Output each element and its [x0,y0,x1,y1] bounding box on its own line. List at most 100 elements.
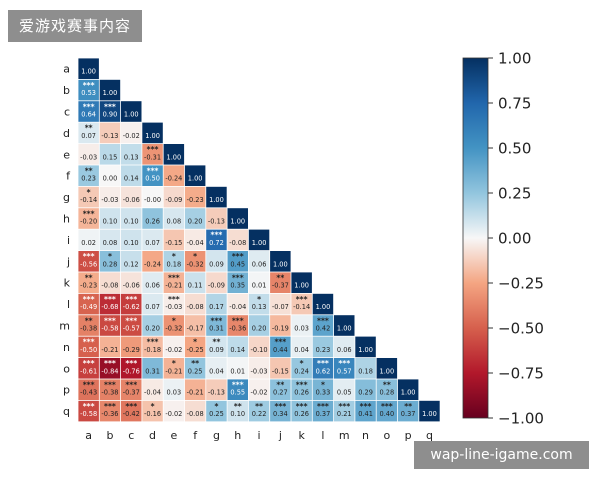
heatmap-cell [206,186,227,208]
cell-significance-label: * [172,359,176,368]
heatmap-cell [270,358,291,379]
cell-significance-label: *** [83,402,95,411]
cell-significance-label: *** [83,102,95,111]
cell-value-label: 0.17 [209,303,224,311]
heatmap-cell [270,336,291,358]
heatmap-cell [121,400,142,422]
cell-value-label: 1.00 [81,68,96,76]
cell-value-label: 0.20 [252,325,267,333]
cell-value-label: -0.13 [101,132,118,140]
cell-value-label: -0.06 [123,196,140,204]
heatmap-cell [99,293,121,315]
heatmap-cell [312,315,334,336]
watermark-title: 爱游戏赛事内容 [8,10,142,42]
cell-significance-label: *** [104,381,116,390]
colorbar: 1.00 0.75 0.50 0.25 0.00 −0.25 −0.50 −0.75 −1.00 [462,50,544,428]
cell-significance-label: *** [211,316,223,325]
heatmap-cell [291,379,312,400]
cell-value-label: 0.09 [209,346,224,354]
heatmap-cell [121,251,142,272]
cell-value-label: -0.06 [123,282,140,290]
cell-value-label: -0.02 [123,132,140,140]
heatmap-cell [163,208,185,229]
heatmap-cell [227,379,248,400]
cell-value-label: 0.13 [124,153,139,161]
heatmap-cell [312,358,334,379]
cell-value-label: 0.37 [401,410,416,418]
cell-value-label: -0.08 [229,239,246,247]
heatmap-cell [270,315,291,336]
cell-value-label: 0.15 [103,153,118,161]
heatmap-cell [78,208,99,229]
heatmap-cell [270,251,291,272]
heatmap-cell [206,208,227,229]
cell-value-label: -0.19 [272,325,289,333]
heatmap-cell [163,272,185,293]
cell-significance-label: * [214,402,218,411]
y-tick-label: l [67,298,70,311]
cell-value-label: -0.04 [229,303,246,311]
cell-value-label: 0.26 [294,410,309,418]
cell-value-label: 0.20 [145,325,160,333]
x-tick-label: d [149,429,156,442]
heatmap-cell [99,79,121,101]
cell-value-label: -0.10 [251,346,268,354]
cell-significance-label: *** [232,252,244,261]
y-tick-label: e [63,148,70,161]
cell-value-label: 0.28 [380,389,395,397]
cell-value-label: -0.17 [187,325,204,333]
heatmap-cell [163,379,185,400]
heatmap-cell [184,315,206,336]
heatmap-cell [206,229,227,251]
cell-significance-label: ** [276,381,284,390]
heatmap-cell [184,400,206,422]
y-tick-label: q [63,405,70,418]
cell-value-label: 0.25 [209,410,224,418]
cell-significance-label: *** [147,145,159,154]
heatmap-cell [291,336,312,358]
cell-value-label: -0.08 [187,303,204,311]
cell-value-label: -0.24 [144,260,161,268]
heatmap-cell [99,251,121,272]
cell-value-label: 0.28 [103,260,118,268]
cell-significance-label: ** [191,359,199,368]
cell-value-label: -0.03 [80,153,97,161]
colorbar-tick-label: 0.25 [498,185,531,203]
x-tick-label: o [383,429,390,442]
heatmap-cell [142,144,163,165]
cell-value-label: -0.58 [80,410,97,418]
heatmap-cell [99,336,121,358]
cell-value-label: 1.00 [294,282,309,290]
heatmap-cell [312,336,334,358]
heatmap-cell [227,272,248,293]
y-tick-label: p [63,384,70,397]
cell-value-label: 0.62 [316,367,331,375]
heatmap-cell [78,229,99,251]
colorbar-tick-label: 0.00 [498,230,531,248]
heatmap-cell [355,336,376,358]
heatmap-cell [291,315,312,336]
cell-value-label: -0.21 [101,346,118,354]
cell-value-label: -0.76 [123,367,140,375]
heatmap-cell [163,229,185,251]
heatmap-cell [121,358,142,379]
colorbar-tick-label: −0.50 [498,320,544,338]
cell-value-label: -0.43 [80,389,97,397]
cell-significance-label: *** [83,209,95,218]
y-tick-label: k [64,277,71,290]
heatmap-cell [99,358,121,379]
cell-significance-label: ** [85,167,93,176]
heatmap-cell [227,400,248,422]
cell-value-label: -0.38 [80,325,97,333]
heatmap-cell [78,79,99,101]
cell-value-label: 0.50 [145,175,160,183]
cell-significance-label: *** [147,167,159,176]
cell-significance-label: *** [274,402,286,411]
cell-value-label: 1.00 [209,196,224,204]
cell-value-label: 0.06 [145,282,160,290]
heatmap-cell [78,315,99,336]
cell-value-label: 1.00 [401,389,416,397]
cell-significance-label: * [172,316,176,325]
